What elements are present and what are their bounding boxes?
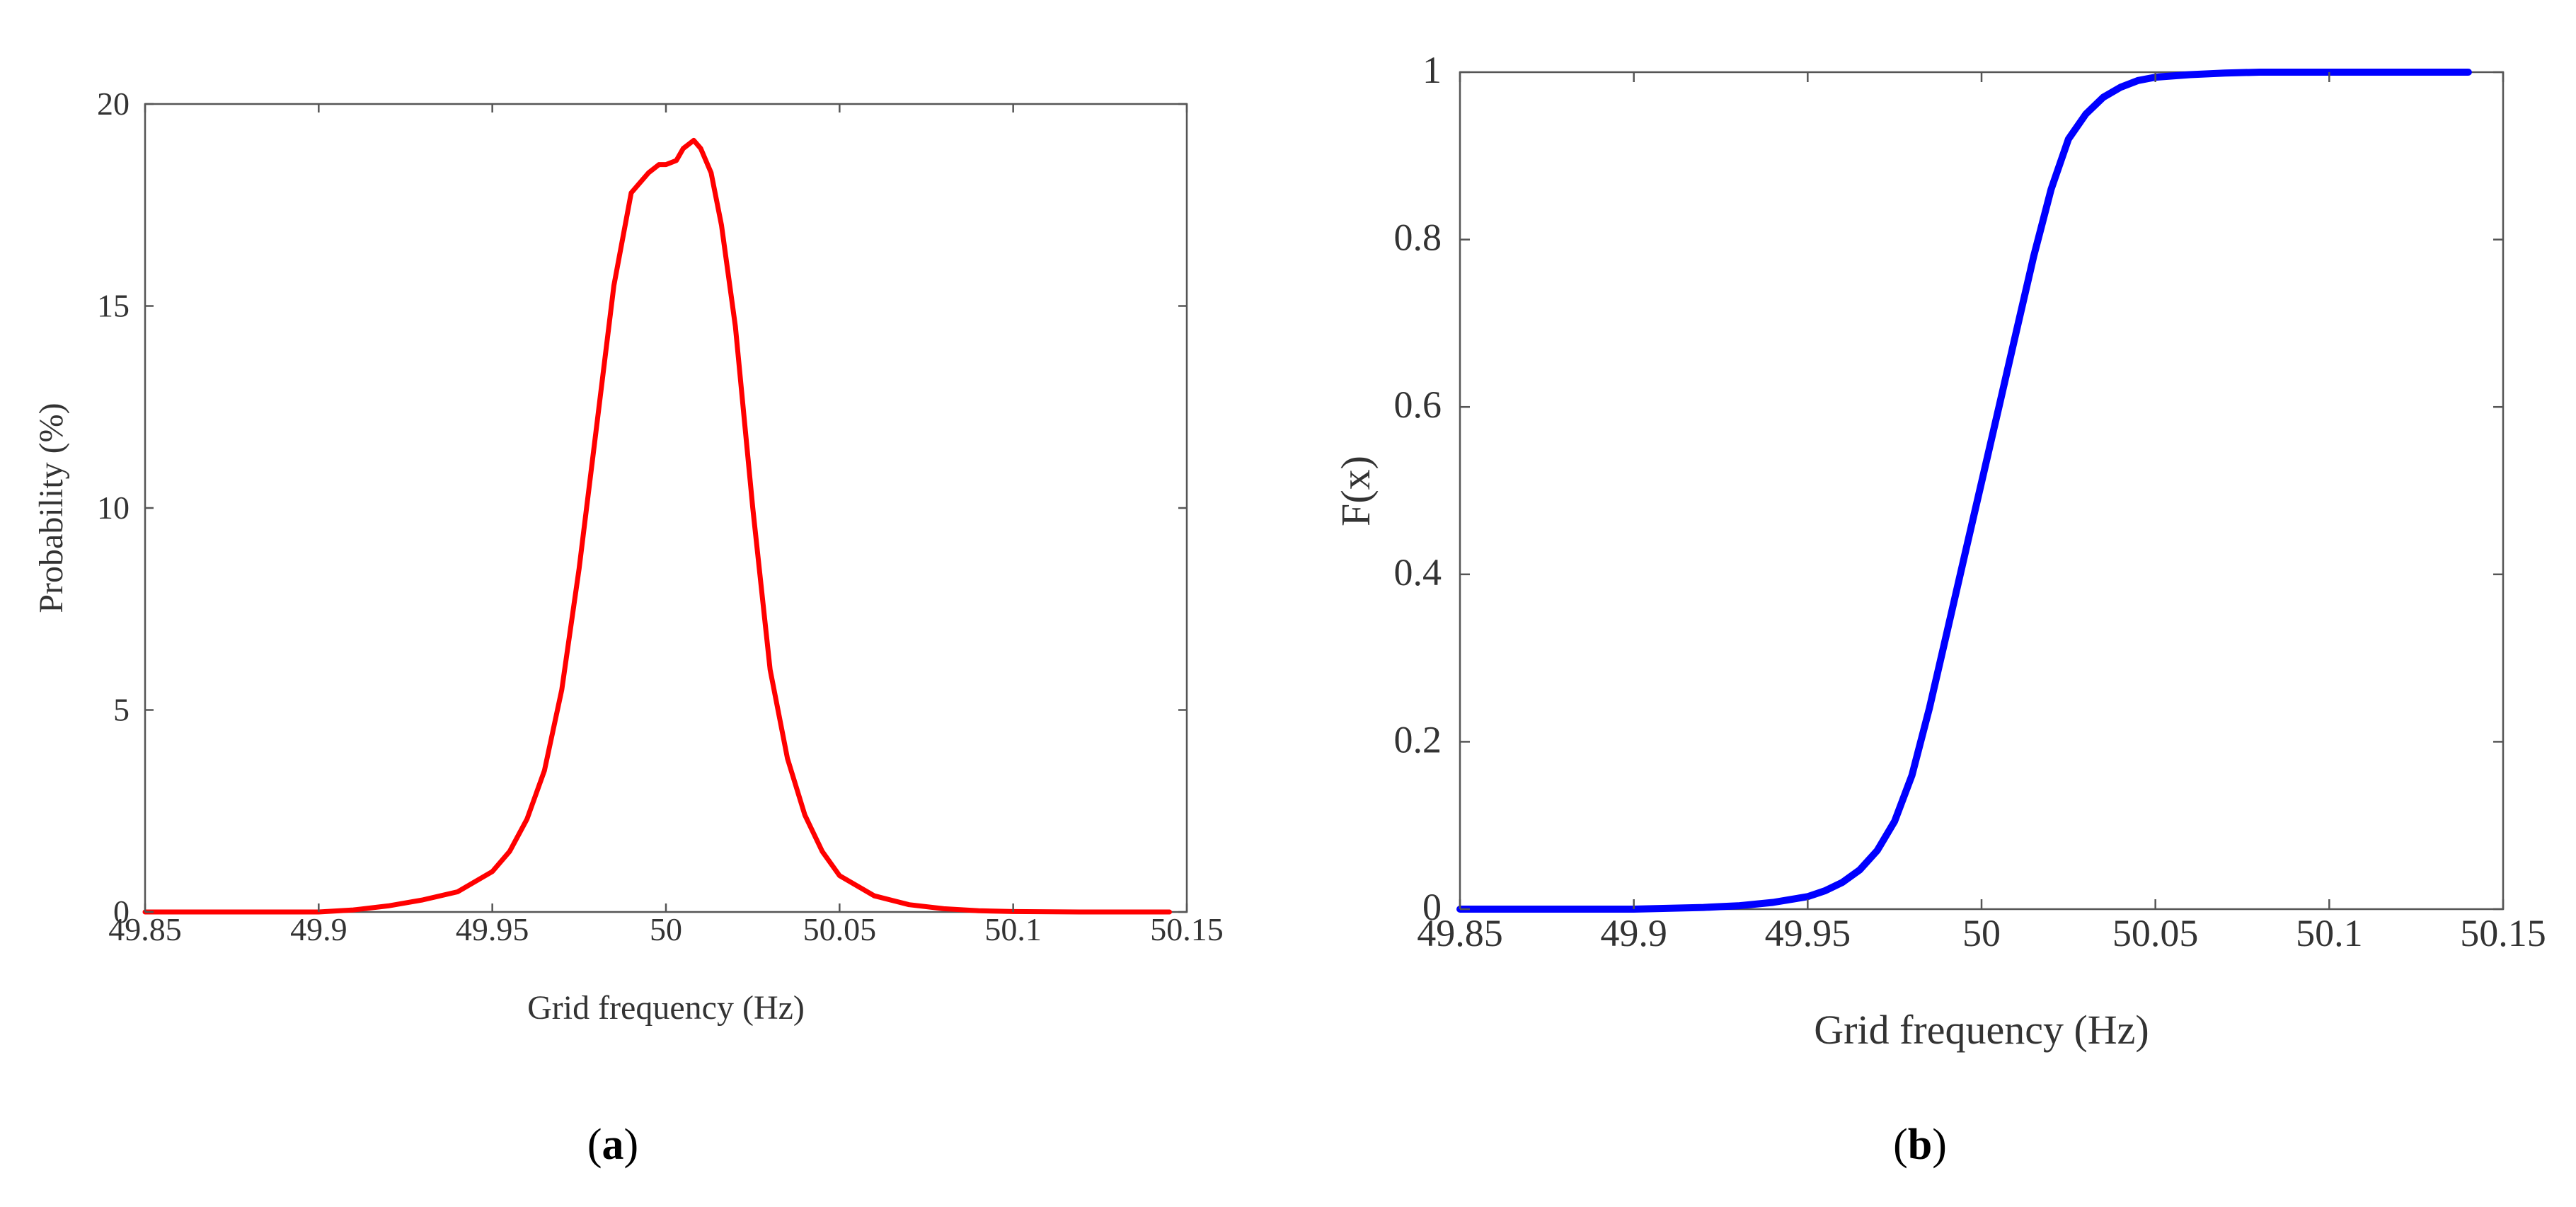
panel-b-y-tick-labels: 0 0.2 0.4 0.6 0.8 1 bbox=[1394, 49, 1442, 928]
panel-a-caption-letter: a bbox=[602, 1121, 624, 1169]
panel-a-ticks bbox=[144, 103, 1188, 913]
panel-a-probability-line bbox=[142, 137, 1172, 915]
panel-a-y-tick-label: 0 bbox=[113, 894, 130, 930]
panel-b-x-tick-labels: 49.85 49.9 49.95 50 50.05 50.1 50.15 bbox=[1417, 912, 2546, 954]
panel-b-y-axis-label: F(x) bbox=[1333, 456, 1379, 526]
panel-b-x-axis-label: Grid frequency (Hz) bbox=[1814, 1007, 2149, 1053]
panel-b-cdf-chart: 49.85 49.9 49.95 50 50.05 50.1 50.15 0 0… bbox=[1333, 49, 2546, 1169]
panel-a-y-tick-label: 20 bbox=[97, 86, 130, 122]
panel-a-x-tick-label: 50 bbox=[650, 911, 682, 947]
panel-a-x-tick-label: 50.05 bbox=[803, 911, 877, 947]
panel-b-cdf-line bbox=[1456, 69, 2472, 913]
panel-b-x-tick-label: 50.1 bbox=[2296, 912, 2363, 954]
panel-a-plot-frame bbox=[144, 103, 1188, 913]
panel-a-x-tick-label: 49.85 bbox=[108, 911, 182, 947]
panel-a-x-tick-label: 49.95 bbox=[456, 911, 529, 947]
panel-a-x-tick-labels: 49.85 49.9 49.95 50 50.05 50.1 50.15 bbox=[108, 911, 1224, 947]
panel-a-y-tick-label: 5 bbox=[113, 692, 130, 728]
panel-b-y-tick-label: 0 bbox=[1422, 886, 1442, 928]
panel-b-y-tick-label: 0.2 bbox=[1394, 718, 1442, 761]
panel-b-x-tick-label: 50.15 bbox=[2460, 912, 2546, 954]
panel-a-y-tick-labels: 0 5 10 15 20 bbox=[97, 86, 130, 930]
panel-a-y-axis-label: Probability (%) bbox=[33, 403, 70, 613]
panel-b-y-tick-label: 0.4 bbox=[1394, 551, 1442, 594]
panel-a-x-tick-label: 50.1 bbox=[984, 911, 1042, 947]
panel-b-x-tick-label: 49.9 bbox=[1600, 912, 1667, 954]
panel-a-probability-chart: 49.85 49.9 49.95 50 50.05 50.1 50.15 0 5… bbox=[33, 86, 1224, 1169]
panel-a-y-tick-label: 10 bbox=[97, 490, 130, 526]
panel-b-x-tick-label: 49.85 bbox=[1417, 912, 1503, 954]
panel-a-x-tick-label: 50.15 bbox=[1150, 911, 1224, 947]
panel-b-x-tick-label: 50.05 bbox=[2112, 912, 2199, 954]
panel-b-caption: (b) bbox=[1893, 1121, 1947, 1169]
panel-a-x-axis-label: Grid frequency (Hz) bbox=[527, 989, 805, 1027]
panel-b-y-tick-label: 0.6 bbox=[1394, 383, 1442, 426]
panel-b-y-tick-label: 0.8 bbox=[1394, 216, 1442, 259]
panel-b-caption-letter: b bbox=[1908, 1121, 1932, 1169]
panel-b-x-tick-label: 50 bbox=[1962, 912, 2001, 954]
panel-a-y-tick-label: 15 bbox=[97, 288, 130, 324]
panel-b-ticks bbox=[1459, 71, 2505, 911]
panel-a-caption: (a) bbox=[587, 1121, 638, 1169]
panel-a-x-tick-label: 49.9 bbox=[290, 911, 347, 947]
panel-b-y-tick-label: 1 bbox=[1422, 49, 1442, 91]
panel-b-x-tick-label: 49.95 bbox=[1765, 912, 1851, 954]
